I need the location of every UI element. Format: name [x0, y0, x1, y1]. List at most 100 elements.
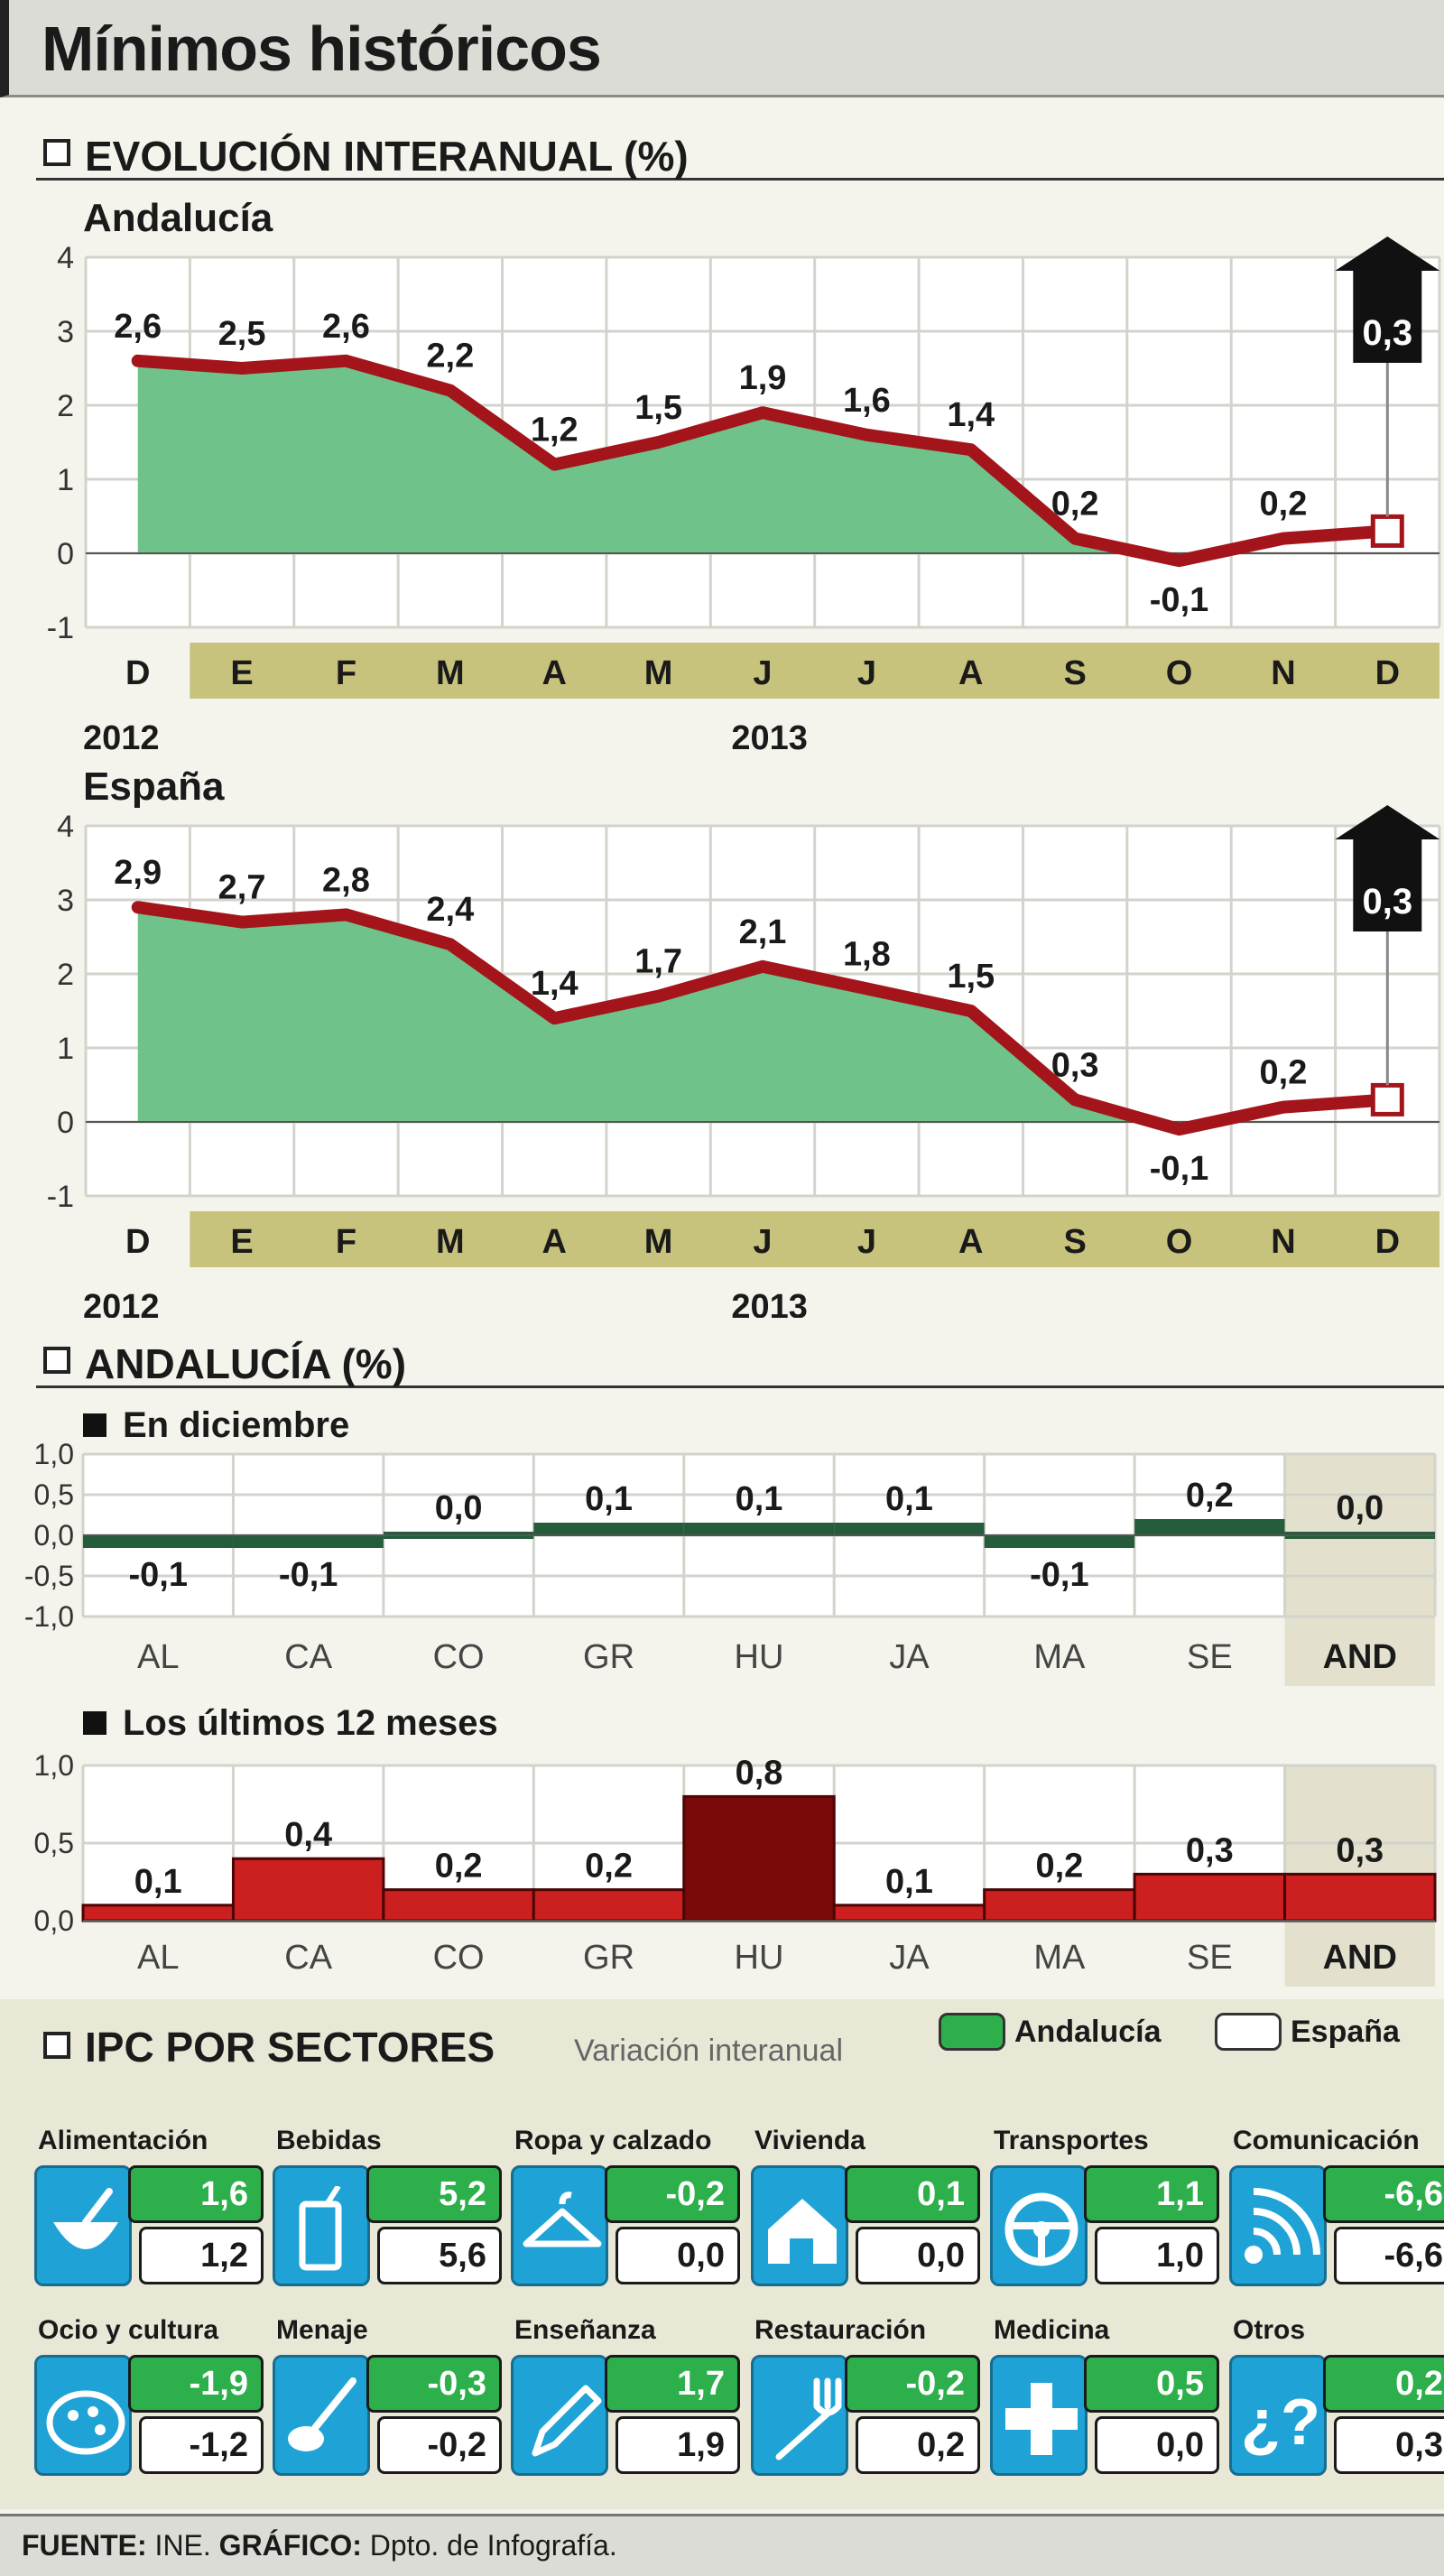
x-tick-label: JA: [889, 1939, 930, 1977]
x-tick-label: E: [230, 654, 253, 692]
sector-name: Menaje: [276, 2315, 368, 2345]
bar: [683, 1523, 835, 1535]
y-tick-label: 1,0: [34, 1749, 74, 1782]
sector-name: Medicina: [994, 2315, 1110, 2345]
data-label: 0,0: [435, 1489, 483, 1527]
data-label: 2,9: [114, 854, 162, 892]
sector-tile: Bebidas 5,2 5,6: [273, 2126, 504, 2288]
x-tick-label: MA: [1033, 1638, 1086, 1676]
y-tick-label: 1: [57, 1032, 74, 1066]
sector-value-espana: 0,3: [1334, 2416, 1444, 2474]
x-tick-label: MA: [1033, 1939, 1086, 1977]
sector-value-andalucia: 0,2: [1323, 2355, 1444, 2413]
bar: [233, 1535, 384, 1548]
x-tick-label: CA: [284, 1638, 332, 1676]
chart-title: En diciembre: [123, 1405, 349, 1445]
x-tick-label: D: [1375, 654, 1400, 692]
sector-value-andalucia: 1,6: [128, 2165, 264, 2223]
bar: [682, 1794, 836, 1923]
sector-name: Ropa y calzado: [514, 2126, 712, 2155]
chart-andalucia: Andalucía 4 3 2 1 0 -1 2,6 2,5 2,6 2,2 1,2 1,5 1,9 1,6…: [47, 196, 1441, 757]
data-label: 1,5: [634, 389, 682, 427]
x-tick-label: HU: [735, 1939, 784, 1977]
checkbox-icon: [43, 2032, 70, 2059]
sectors-panel: IPC POR SECTORES Variación interanual An…: [0, 1999, 1444, 2509]
sector-value-espana: 0,0: [616, 2227, 740, 2284]
data-label: 1,4: [947, 396, 995, 434]
series-line: [131, 354, 1394, 568]
title-bar: Mínimos históricos: [0, 0, 1444, 97]
svg-text:¿?: ¿?: [1241, 2386, 1320, 2459]
y-tick-label: 0,5: [34, 1827, 74, 1859]
data-label: 2,6: [322, 308, 370, 346]
sector-value-andalucia: 1,7: [605, 2355, 740, 2413]
sectors-title: IPC POR SECTORES: [85, 2024, 495, 2071]
y-tick-label: -1: [47, 1180, 74, 1214]
bar: [1133, 1872, 1287, 1923]
x-tick-label: J: [857, 654, 876, 692]
data-label: 0,1: [736, 1480, 783, 1518]
checkbox-icon: [43, 139, 70, 166]
sector-tile: Vivienda 0,1 0,0: [751, 2126, 982, 2288]
x-tick-label: JA: [889, 1638, 930, 1676]
data-label: 0,2: [1260, 1054, 1308, 1092]
y-tick-label: 2: [57, 389, 74, 423]
x-tick-label: AND: [1323, 1638, 1397, 1676]
data-label: 2,5: [218, 315, 266, 353]
footer: FUENTE: INE. GRÁFICO: Dpto. de Infografí…: [0, 2514, 1444, 2576]
y-tick-label: 3: [57, 315, 74, 349]
sector-name: Alimentación: [38, 2126, 208, 2155]
section-header-evolucion: EVOLUCIÓN INTERANUAL (%): [36, 125, 1444, 181]
data-label: -0,1: [128, 1556, 187, 1594]
data-label: 0,3: [1051, 1046, 1099, 1084]
y-tick-label: 0: [57, 1106, 74, 1140]
sector-tile: Transportes 1,1 1,0: [990, 2126, 1221, 2288]
data-label: -0,1: [1030, 1556, 1088, 1594]
legend-espana: España: [1215, 2010, 1400, 2053]
sector-name: Enseñanza: [514, 2315, 656, 2345]
last-point-marker: [1370, 1082, 1404, 1117]
y-tick-label: -1: [47, 611, 74, 645]
y-tick-label: 3: [57, 884, 74, 918]
bar: [832, 1904, 986, 1923]
sector-value-andalucia: -1,9: [128, 2355, 264, 2413]
data-label: 1,9: [739, 359, 787, 397]
last-value-label: 0,3: [1363, 313, 1413, 353]
fork-icon: [751, 2355, 848, 2476]
sector-value-andalucia: -6,6: [1323, 2165, 1444, 2223]
chart-espana: España 4 3 2 1 0 -1 2,9 2,7 2,8 2,4 1,4 1,7 2,1 1,8 1,5…: [47, 764, 1441, 1318]
source-line: FUENTE: INE. GRÁFICO: Dpto. de Infografí…: [22, 2529, 617, 2562]
x-tick-label: D: [125, 654, 150, 692]
chart-ultimos-12-meses: Los últimos 12 meses 1,0 0,5 0,0 0,1 AL 0,4 CA 0…: [34, 1703, 1437, 1987]
year-label: 2013: [731, 1288, 808, 1318]
pencil-icon: [511, 2355, 608, 2476]
square-bullet-icon: [83, 1711, 106, 1735]
x-tick-label: D: [125, 1223, 150, 1261]
y-tick-label: 4: [57, 241, 74, 275]
x-tick-label: GR: [583, 1638, 634, 1676]
x-tick-label: AL: [137, 1638, 179, 1676]
x-tick-label: M: [644, 654, 673, 692]
sector-name: Ocio y cultura: [38, 2315, 219, 2345]
data-label: 2,2: [426, 338, 474, 375]
x-tick-label: A: [542, 654, 567, 692]
sector-tile: Restauración -0,2 0,2: [751, 2315, 982, 2478]
area-fill: [137, 907, 1153, 1122]
year-label: 2012: [83, 1288, 160, 1318]
year-label: 2012: [83, 719, 160, 757]
legend-andalucia: Andalucía: [939, 2010, 1161, 2053]
steering-wheel-icon: [990, 2165, 1088, 2286]
drink-icon: [273, 2165, 370, 2286]
sector-tile: Medicina 0,5 0,0: [990, 2315, 1221, 2478]
legend-swatch-green: [939, 2013, 1005, 2051]
data-label: 0,3: [1186, 1831, 1234, 1869]
bowl-icon: [34, 2165, 132, 2286]
data-label: 2,7: [218, 869, 266, 907]
x-tick-label: AND: [1323, 1939, 1397, 1977]
sector-tile: Enseñanza 1,7 1,9: [511, 2315, 742, 2478]
data-label: -0,1: [279, 1556, 338, 1594]
house-icon: [751, 2165, 848, 2286]
square-bullet-icon: [83, 1413, 106, 1437]
ladle-icon: [273, 2355, 370, 2476]
graphic-value: Dpto. de Infografía.: [369, 2529, 617, 2562]
